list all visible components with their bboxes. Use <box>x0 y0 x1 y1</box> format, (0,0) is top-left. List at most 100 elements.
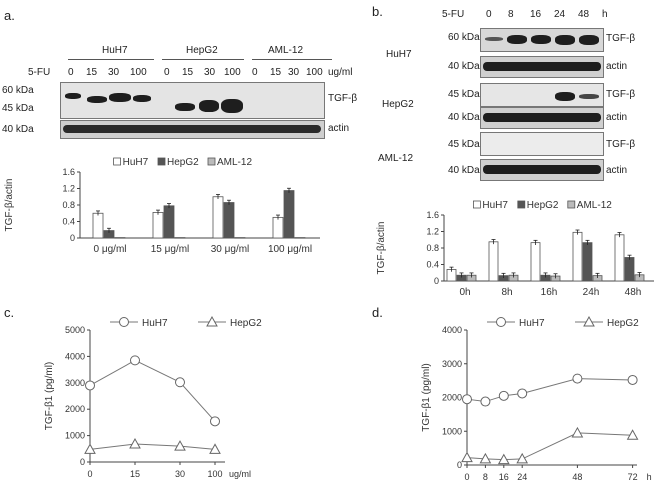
dose-label: 100 <box>306 67 323 78</box>
legend-marker <box>496 317 506 327</box>
y-tick-label: 2000 <box>65 404 85 414</box>
data-point <box>572 373 583 384</box>
dose-label: 100 <box>130 67 147 78</box>
mw-row-4: 40 kDa <box>448 112 480 123</box>
data-point <box>175 377 185 388</box>
legend-marker <box>583 315 595 327</box>
legend-label: HuH7 <box>519 318 545 329</box>
data-point <box>84 443 96 454</box>
data-point <box>462 394 472 405</box>
chart-b-bar: 0 0.4 0.8 1.2 1.6 TGF-β/actin 0h 8h 16h 24h 48h HuH… <box>376 200 654 298</box>
group-label-aml12: AML-12 <box>268 45 304 56</box>
series-line <box>89 443 216 450</box>
y-tick-label: 1.6 <box>426 210 439 220</box>
x-tick-label: 8 <box>483 472 488 482</box>
mw-45-a: 45 kDa <box>2 103 34 114</box>
x-tick-label: 48h <box>625 287 642 298</box>
blot-label-actin-a: actin <box>328 123 350 134</box>
legend-swatch <box>157 157 166 166</box>
data-point <box>209 443 221 454</box>
legend-marker <box>206 315 218 327</box>
fu-label-a: 5-FU <box>28 67 51 78</box>
panel-a-label: a. <box>4 8 15 23</box>
x-unit-label: ug/ml <box>229 469 251 479</box>
group-line-hepg2 <box>162 59 244 60</box>
data-point <box>174 440 186 451</box>
x-tick-label: 48 <box>572 472 582 482</box>
mw-row-6: 40 kDa <box>448 165 480 176</box>
mw-row-3: 45 kDa <box>448 89 480 100</box>
bar <box>488 241 499 282</box>
data-point <box>516 452 529 464</box>
y-tick-label: 2000 <box>442 393 462 403</box>
mw-row-5: 45 kDa <box>448 139 480 150</box>
y-tick-label: 4000 <box>442 325 462 335</box>
y-tick-label: 1.2 <box>426 227 439 237</box>
series-line <box>466 378 633 403</box>
y-axis-label: TGF-β/actin <box>376 222 387 275</box>
dose-label: 15 <box>182 67 194 78</box>
x-tick-label: 0 <box>464 472 469 482</box>
mw-60-a: 60 kDa <box>2 85 34 96</box>
dose-label: 15 <box>270 67 282 78</box>
data-point <box>130 355 140 366</box>
legend-marker <box>119 317 129 327</box>
y-tick-label: 0 <box>434 276 439 286</box>
legend-label: HepG2 <box>527 200 559 211</box>
time-unit-b: h <box>602 9 608 20</box>
y-tick-label: 1000 <box>442 426 462 436</box>
x-tick-label: 16 <box>499 472 509 482</box>
x-tick-label: 0 <box>87 469 92 479</box>
legend-swatch <box>473 200 481 209</box>
time-label: 48 <box>578 9 590 20</box>
x-tick-label: 100 μg/ml <box>268 244 312 255</box>
data-point <box>498 390 509 401</box>
time-label: 16 <box>530 9 542 20</box>
bar <box>614 234 625 282</box>
chart-c-line: 0 1000 2000 3000 4000 5000 TGF-β1 (pg/ml) 0 15 30… <box>44 315 262 479</box>
fu-label-b: 5-FU <box>442 9 465 20</box>
x-tick-label: 100 <box>207 469 222 479</box>
dose-label: 0 <box>252 67 258 78</box>
bar <box>212 196 224 239</box>
y-tick-label: 1000 <box>65 431 85 441</box>
data-point <box>461 451 473 463</box>
dose-unit-a: ug/ml <box>328 67 353 78</box>
series-line <box>466 432 633 461</box>
panel-d-label: d. <box>372 305 383 320</box>
y-axis-label: TGF-β1 (pg/ml) <box>44 362 55 431</box>
time-label: 24 <box>554 9 566 20</box>
group-label-hepg2: HepG2 <box>186 45 218 56</box>
data-point <box>210 416 220 427</box>
y-axis-label: TGF-β1 (pg/ml) <box>421 363 432 432</box>
bar <box>163 205 175 239</box>
row-label-3: TGF-β <box>606 89 636 100</box>
legend-label: HepG2 <box>230 318 262 329</box>
dose-label: 0 <box>68 67 74 78</box>
legend-swatch <box>207 157 216 166</box>
bar <box>174 237 186 239</box>
data-point <box>627 374 638 385</box>
legend-label: HuH7 <box>123 157 149 168</box>
data-point <box>497 453 510 465</box>
dose-label: 100 <box>224 67 241 78</box>
bar <box>582 242 593 282</box>
data-point <box>571 426 584 438</box>
mw-row-2: 40 kDa <box>448 61 480 72</box>
x-tick-label: 8h <box>501 287 512 298</box>
blot-b-hepg2-tgf <box>480 83 604 107</box>
legend-swatch <box>113 157 121 166</box>
data-point <box>479 452 492 464</box>
bar <box>114 237 126 239</box>
y-tick-label: 5000 <box>65 325 85 335</box>
x-unit-label: h <box>647 472 652 482</box>
chart-a-bar: 0 0.4 0.8 1.2 1.6 TGF-β/actin 0 μg/ml 15 μg/ml 3… <box>4 157 320 255</box>
tgf-blot-a <box>60 82 325 119</box>
mw-row-1: 60 kDa <box>448 32 480 43</box>
panel-c-label: c. <box>4 305 15 320</box>
data-point <box>626 429 639 440</box>
row-label-6: actin <box>606 165 628 176</box>
data-point <box>517 388 528 399</box>
bar <box>223 202 235 239</box>
blot-b-huh7-actin <box>480 56 604 78</box>
